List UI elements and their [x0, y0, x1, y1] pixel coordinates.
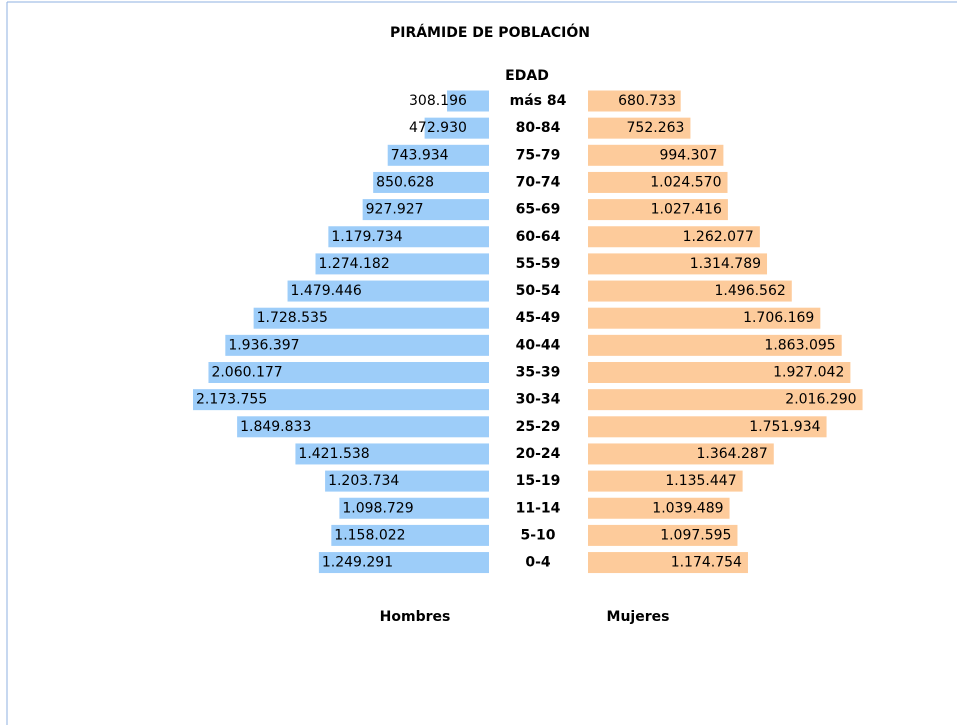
value-label: 1.174.754	[671, 555, 742, 571]
category-label: 65-69	[516, 202, 561, 218]
bar	[588, 226, 760, 248]
bar	[588, 307, 821, 329]
bar	[287, 280, 489, 302]
value-label: 927.927	[366, 202, 424, 218]
bar	[373, 171, 489, 193]
bar	[339, 497, 489, 519]
value-label: 1.728.535	[257, 310, 328, 326]
category-label: 45-49	[516, 310, 561, 326]
bar	[295, 443, 489, 465]
bar	[588, 280, 792, 302]
bar	[588, 497, 730, 519]
value-label: 1.496.562	[715, 283, 786, 299]
value-label: 743.934	[391, 147, 449, 163]
value-label: 1.936.397	[228, 337, 299, 353]
bar	[315, 253, 489, 275]
value-label: 1.024.570	[650, 174, 721, 190]
category-label: 20-24	[516, 446, 561, 462]
bar	[588, 552, 748, 574]
legend-entry: Hombres	[380, 609, 451, 625]
value-label: 752.263	[627, 120, 685, 136]
value-label: 1.421.538	[298, 446, 369, 462]
category-label: 75-79	[516, 147, 561, 163]
bar	[588, 416, 827, 438]
bar	[331, 524, 489, 546]
bar	[225, 334, 489, 356]
value-label: 1.751.934	[749, 419, 820, 435]
bar	[588, 524, 738, 546]
value-label: 472.930	[409, 120, 467, 136]
bar	[588, 334, 842, 356]
bar	[588, 389, 863, 411]
category-label: 70-74	[516, 174, 561, 190]
bar	[588, 90, 681, 112]
category-label: 5-10	[520, 527, 555, 543]
value-label: 1.098.729	[342, 500, 413, 516]
category-label: 15-19	[516, 473, 561, 489]
bar	[424, 117, 489, 139]
value-label: 2.173.755	[196, 392, 267, 408]
value-label: 1.364.287	[697, 446, 768, 462]
value-label: 1.706.169	[743, 310, 814, 326]
bar	[588, 470, 743, 492]
value-label: 308.196	[409, 93, 467, 109]
bar	[325, 470, 489, 492]
bar	[447, 90, 489, 112]
value-label: 1.158.022	[334, 527, 405, 543]
bar	[328, 226, 489, 248]
category-label: 0-4	[525, 555, 551, 571]
bar	[588, 362, 851, 383]
bar	[253, 307, 489, 329]
legend-entry: Mujeres	[607, 609, 670, 625]
value-label: 1.479.446	[291, 283, 362, 299]
value-label: 1.849.833	[240, 419, 311, 435]
value-label: 994.307	[659, 147, 717, 163]
value-label: 850.628	[376, 174, 434, 190]
chart-title: PIRÁMIDE DE POBLACIÓN	[390, 23, 590, 41]
bar	[318, 552, 489, 574]
value-label: 1.863.095	[764, 337, 835, 353]
value-label: 1.249.291	[322, 555, 393, 571]
bar	[193, 389, 489, 411]
category-label: 35-39	[516, 365, 561, 381]
bar	[588, 199, 728, 221]
category-label: 25-29	[516, 419, 561, 435]
bar	[588, 117, 691, 139]
bar	[387, 144, 489, 166]
value-label: 1.135.447	[665, 473, 736, 489]
value-label: 1.027.416	[651, 202, 722, 218]
bar	[362, 199, 489, 221]
category-label: más 84	[510, 93, 567, 109]
category-label: 55-59	[516, 256, 561, 272]
value-label: 2.016.290	[785, 392, 856, 408]
bar	[588, 253, 768, 275]
value-label: 1.039.489	[652, 500, 723, 516]
value-label: 1.097.595	[660, 527, 731, 543]
bar	[588, 443, 774, 465]
category-label: 50-54	[516, 283, 561, 299]
value-label: 1.262.077	[683, 229, 754, 245]
category-label: 30-34	[516, 392, 561, 408]
value-label: 680.733	[618, 93, 676, 109]
category-label: 80-84	[516, 120, 561, 136]
category-label: 11-14	[516, 500, 561, 516]
category-label: 40-44	[516, 337, 561, 353]
bar	[588, 144, 724, 166]
value-label: 1.203.734	[328, 473, 399, 489]
value-label: 1.274.182	[318, 256, 389, 272]
value-label: 1.314.789	[690, 256, 761, 272]
value-label: 1.927.042	[773, 365, 844, 381]
bar	[237, 416, 489, 438]
bar	[588, 171, 728, 193]
value-label: 2.060.177	[211, 365, 282, 381]
bar	[208, 362, 489, 383]
axis-label: EDAD	[505, 68, 549, 84]
category-label: 60-64	[516, 229, 561, 245]
value-label: 1.179.734	[331, 229, 402, 245]
